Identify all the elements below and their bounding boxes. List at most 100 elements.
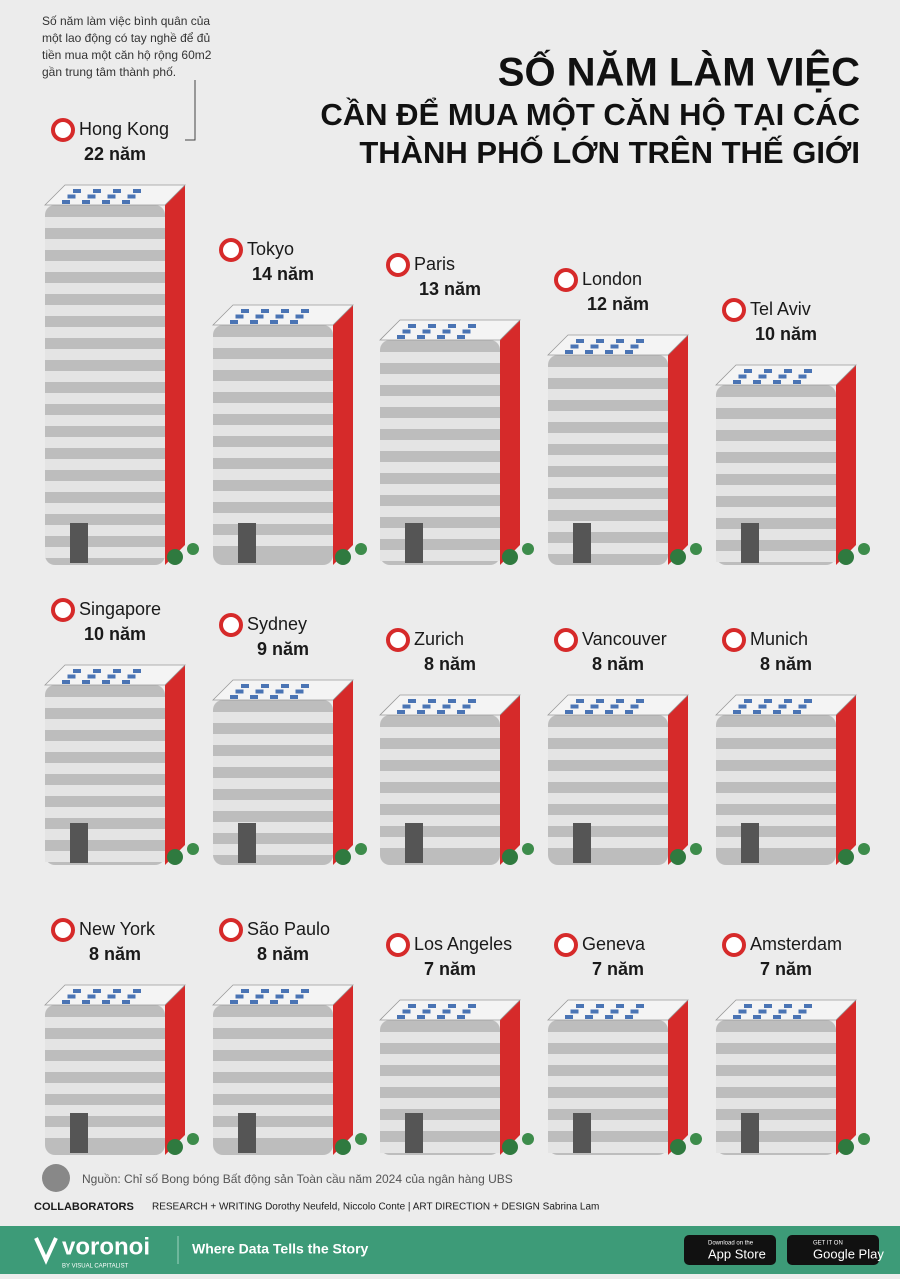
window bbox=[261, 309, 269, 313]
floor-band bbox=[45, 371, 165, 382]
window bbox=[636, 1004, 644, 1008]
value-label: 7 năm bbox=[424, 959, 476, 979]
window bbox=[73, 669, 81, 673]
floor-band bbox=[716, 507, 836, 518]
door bbox=[405, 823, 423, 863]
floor-band bbox=[548, 521, 668, 532]
window bbox=[290, 695, 298, 699]
window bbox=[290, 1000, 298, 1004]
credits: RESEARCH + WRITING Dorothy Neufeld, Nicc… bbox=[152, 1202, 599, 1213]
floor-band bbox=[213, 734, 333, 745]
window bbox=[585, 1015, 593, 1019]
window bbox=[230, 1000, 238, 1004]
floor-band bbox=[45, 829, 165, 840]
city-label: New York bbox=[79, 919, 156, 939]
floor-band bbox=[380, 837, 500, 848]
app-store-small: Download on the bbox=[708, 1241, 754, 1247]
floor-band bbox=[45, 1039, 165, 1050]
window bbox=[127, 194, 136, 199]
app-store-button[interactable] bbox=[684, 1235, 776, 1265]
floor-band bbox=[380, 1142, 500, 1153]
floor-band bbox=[716, 397, 836, 408]
google-play-button[interactable] bbox=[787, 1235, 879, 1265]
building-side bbox=[500, 1000, 520, 1155]
building-side bbox=[165, 985, 185, 1155]
window bbox=[468, 324, 476, 328]
tree bbox=[167, 849, 183, 865]
floor-band bbox=[548, 1098, 668, 1109]
window bbox=[448, 1004, 456, 1008]
window bbox=[753, 1015, 761, 1019]
window bbox=[610, 344, 619, 349]
building bbox=[212, 984, 367, 1155]
window bbox=[804, 1004, 812, 1008]
window bbox=[261, 684, 269, 688]
floor-band bbox=[45, 719, 165, 730]
floor-band bbox=[716, 551, 836, 562]
window bbox=[798, 704, 807, 709]
window bbox=[457, 710, 465, 714]
google-play-label: Google Play bbox=[813, 1246, 884, 1261]
floor-band bbox=[213, 822, 333, 833]
window bbox=[778, 704, 787, 709]
window bbox=[753, 380, 761, 384]
note-pointer bbox=[185, 80, 196, 141]
tree bbox=[690, 543, 702, 555]
floor-band bbox=[380, 550, 500, 561]
door bbox=[405, 1113, 423, 1153]
window bbox=[281, 989, 289, 993]
building bbox=[547, 999, 702, 1155]
window bbox=[87, 194, 96, 199]
floor-band bbox=[380, 1120, 500, 1131]
building bbox=[547, 334, 702, 565]
window bbox=[793, 710, 801, 714]
tree bbox=[502, 549, 518, 565]
floor-band bbox=[45, 305, 165, 316]
floor-band bbox=[380, 484, 500, 495]
floor-band bbox=[716, 837, 836, 848]
window bbox=[758, 704, 767, 709]
window bbox=[301, 684, 309, 688]
tree bbox=[670, 549, 686, 565]
building bbox=[715, 694, 870, 865]
value-label: 8 năm bbox=[257, 944, 309, 964]
flag bbox=[722, 628, 746, 652]
door bbox=[70, 823, 88, 863]
floor-band bbox=[45, 697, 165, 708]
flag bbox=[722, 933, 746, 957]
floor-band bbox=[45, 1061, 165, 1072]
window bbox=[397, 335, 405, 339]
floor-band bbox=[213, 800, 333, 811]
flag bbox=[554, 268, 578, 292]
window bbox=[773, 1015, 781, 1019]
floor-band bbox=[380, 462, 500, 473]
floor-band bbox=[213, 403, 333, 414]
city-label: Singapore bbox=[79, 599, 161, 619]
window bbox=[67, 194, 76, 199]
window bbox=[778, 374, 787, 379]
floor-band bbox=[45, 525, 165, 536]
city-label: Munich bbox=[750, 629, 808, 649]
window bbox=[87, 994, 96, 999]
building bbox=[44, 984, 199, 1155]
building bbox=[44, 664, 199, 865]
tree bbox=[690, 1133, 702, 1145]
floor-band bbox=[213, 359, 333, 370]
value-label: 8 năm bbox=[424, 654, 476, 674]
tree bbox=[522, 1133, 534, 1145]
floor-band bbox=[380, 793, 500, 804]
floor-band bbox=[716, 771, 836, 782]
window bbox=[758, 1009, 767, 1014]
floor-band bbox=[45, 283, 165, 294]
window bbox=[102, 680, 110, 684]
window bbox=[570, 344, 579, 349]
floor-band bbox=[45, 217, 165, 228]
chart-title: SỐ NĂM LÀM VIỆC bbox=[498, 49, 860, 95]
flag bbox=[722, 298, 746, 322]
window bbox=[773, 380, 781, 384]
window bbox=[102, 200, 110, 204]
floor-band bbox=[380, 1076, 500, 1087]
note-line: gần trung tâm thành phố. bbox=[42, 65, 176, 79]
floor-band bbox=[548, 837, 668, 848]
